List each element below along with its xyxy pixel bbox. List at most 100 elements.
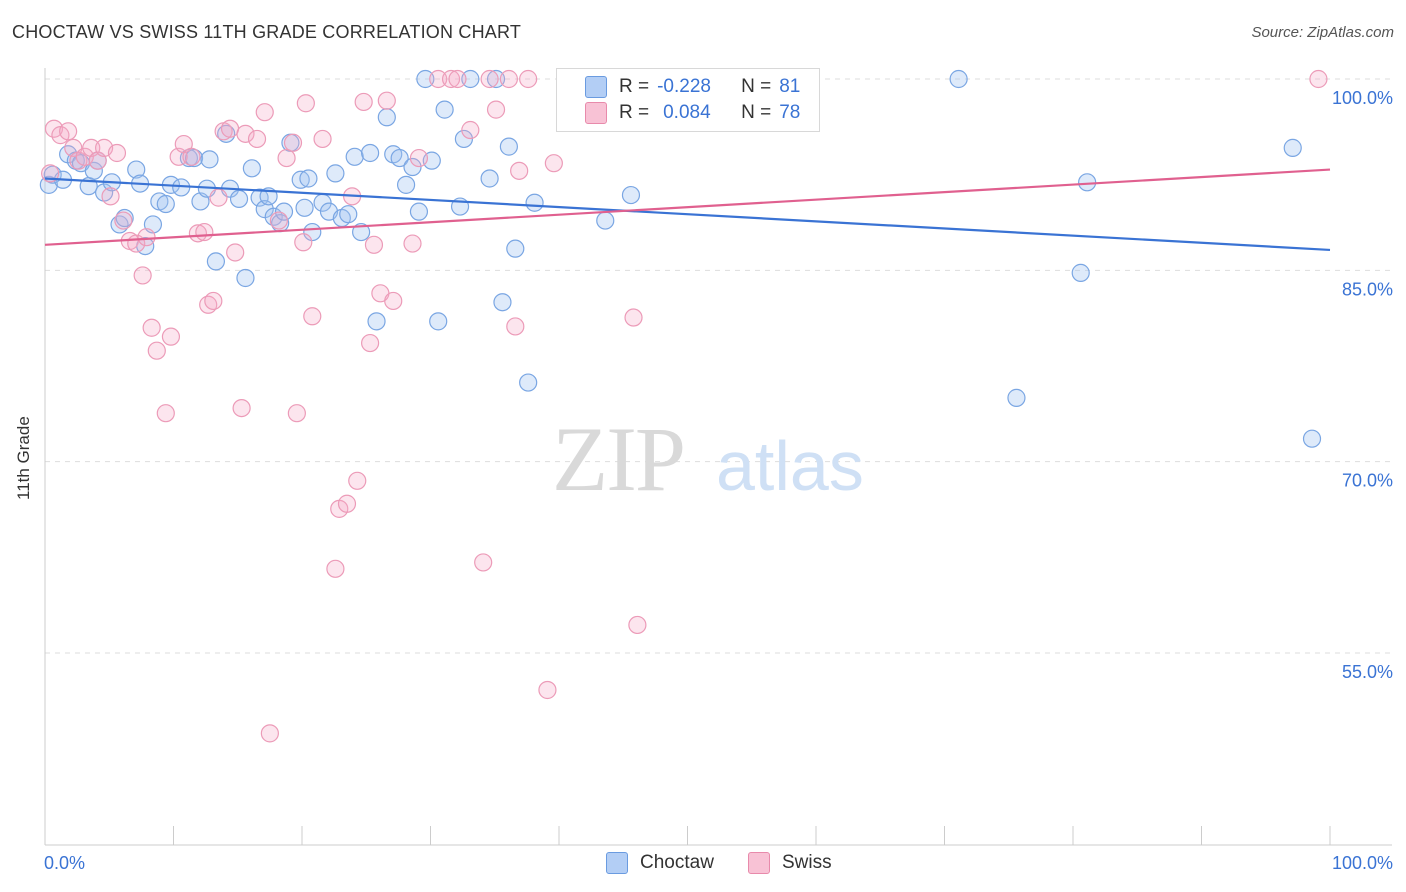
swiss-point xyxy=(142,318,161,337)
choctaw-point xyxy=(345,147,364,166)
tick-labels: 55.0% 70.0% 85.0% 100.0% 0.0% 100.0% xyxy=(44,88,1393,873)
choctaw-point xyxy=(352,222,371,242)
y-tick-label: 70.0% xyxy=(1342,471,1393,491)
x-tick-label-min: 0.0% xyxy=(44,853,85,873)
swiss-point xyxy=(182,147,201,166)
swiss-point xyxy=(161,327,181,346)
swiss-point xyxy=(448,69,467,89)
choctaw-point xyxy=(949,69,968,89)
swiss-point xyxy=(1309,69,1328,89)
swiss-trend-line xyxy=(44,168,1331,246)
swiss-point xyxy=(296,94,315,113)
choctaw-point xyxy=(390,148,409,168)
swiss-point xyxy=(260,724,279,743)
choctaw-point xyxy=(454,129,474,149)
swiss-point xyxy=(59,122,78,141)
y-tick-label: 55.0% xyxy=(1342,662,1393,682)
choctaw-point xyxy=(295,198,314,217)
choctaw-point xyxy=(274,202,294,221)
swiss-point xyxy=(354,92,373,112)
choctaw-point xyxy=(1071,263,1090,282)
choctaw-point xyxy=(416,69,435,89)
choctaw-point xyxy=(486,69,506,89)
swiss-point xyxy=(377,91,396,110)
choctaw-point xyxy=(339,205,358,224)
choctaw-point xyxy=(326,164,345,183)
swiss-legend-swatch xyxy=(748,852,770,874)
swiss-point xyxy=(147,341,166,360)
swiss-point xyxy=(364,235,384,254)
swiss-point xyxy=(409,148,429,168)
swiss-r-label: R = xyxy=(619,102,650,123)
choctaw-point xyxy=(127,160,146,179)
choctaw-point xyxy=(156,194,175,214)
swiss-point xyxy=(283,133,303,152)
swiss-point xyxy=(195,222,214,242)
choctaw-point xyxy=(236,268,255,288)
choctaw-point xyxy=(396,175,416,194)
axes xyxy=(44,68,1392,846)
choctaw-points xyxy=(39,69,1322,448)
choctaw-point xyxy=(206,252,226,271)
swiss-point xyxy=(474,553,493,572)
choctaw-n-label: N = xyxy=(741,76,772,97)
x-tick-label-max: 100.0% xyxy=(1332,853,1393,873)
choctaw-point xyxy=(291,170,310,189)
swiss-point xyxy=(510,161,529,180)
trend-lines xyxy=(44,168,1331,252)
swiss-point xyxy=(506,317,525,336)
swiss-point xyxy=(303,307,322,326)
swiss-point xyxy=(384,291,403,311)
swiss-point xyxy=(361,333,380,353)
choctaw-point xyxy=(435,100,454,119)
choctaw-point xyxy=(519,373,538,392)
legend-item-swiss[interactable]: Swiss xyxy=(748,852,832,874)
source-label: Source: ZipAtlas.com xyxy=(1251,24,1394,41)
legend-row-swiss: R = 0.084 N = 78 xyxy=(557,100,800,126)
swiss-point xyxy=(287,404,306,423)
swiss-points xyxy=(41,69,1328,743)
choctaw-point xyxy=(361,143,380,163)
swiss-point xyxy=(101,187,120,206)
swiss-point xyxy=(156,404,175,423)
choctaw-point xyxy=(242,159,261,178)
choctaw-point xyxy=(461,69,480,89)
choctaw-point xyxy=(493,293,512,312)
choctaw-point xyxy=(409,202,429,221)
stats-legend: R = -0.228 N = 81 R = 0.084 N = 78 xyxy=(556,68,820,132)
swiss-point xyxy=(441,69,461,89)
choctaw-r-value: -0.228 xyxy=(657,76,711,97)
choctaw-point xyxy=(229,189,249,209)
swiss-point xyxy=(337,494,357,513)
chart-title: CHOCTAW VS SWISS 11TH GRADE CORRELATION … xyxy=(12,22,522,42)
watermark-zip: ZIP xyxy=(552,408,684,510)
swiss-swatch xyxy=(585,102,607,124)
swiss-point xyxy=(188,224,208,243)
swiss-point xyxy=(486,100,506,119)
choctaw-r-label: R = xyxy=(619,76,650,97)
swiss-point xyxy=(232,398,251,418)
choctaw-legend-label: Choctaw xyxy=(640,852,714,873)
swiss-point xyxy=(114,211,133,230)
swiss-point xyxy=(519,69,538,89)
swiss-point xyxy=(499,69,518,89)
swiss-point xyxy=(429,69,448,89)
choctaw-point xyxy=(621,185,641,205)
swiss-point xyxy=(624,308,643,327)
y-tick-label: 100.0% xyxy=(1332,88,1393,108)
swiss-legend-label: Swiss xyxy=(782,852,832,873)
choctaw-point xyxy=(39,175,58,194)
legend-item-choctaw[interactable]: Choctaw xyxy=(606,852,714,874)
swiss-point xyxy=(326,559,345,578)
choctaw-legend-swatch xyxy=(606,852,628,874)
swiss-point xyxy=(236,124,255,143)
choctaw-point xyxy=(84,161,103,180)
choctaw-point xyxy=(367,312,386,331)
swiss-point xyxy=(137,228,156,247)
y-tick-label: 85.0% xyxy=(1342,279,1393,299)
gridlines xyxy=(45,78,1392,654)
choctaw-trend-line xyxy=(44,177,1331,252)
swiss-point xyxy=(544,154,563,173)
swiss-point xyxy=(277,148,296,168)
